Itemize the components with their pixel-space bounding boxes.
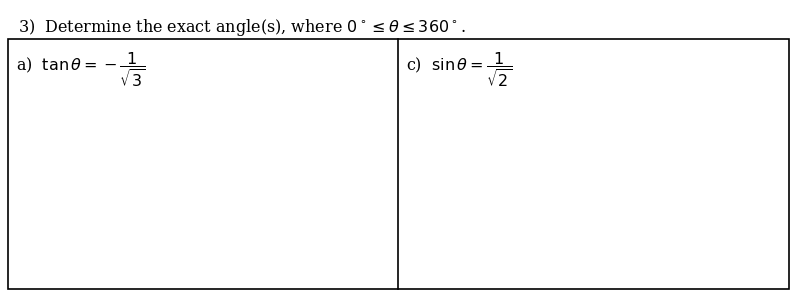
Bar [8,39,789,289]
Text: 3)  Determine the exact angle(s), where $0^\circ \leq \theta \leq 360^\circ$.: 3) Determine the exact angle(s), where $… [18,17,466,38]
Text: c)  $\sin \theta = \dfrac{1}{\sqrt{2}}$: c) $\sin \theta = \dfrac{1}{\sqrt{2}}$ [406,51,512,90]
Text: a)  $\tan \theta = -\dfrac{1}{\sqrt{3}}$: a) $\tan \theta = -\dfrac{1}{\sqrt{3}}$ [16,51,146,90]
